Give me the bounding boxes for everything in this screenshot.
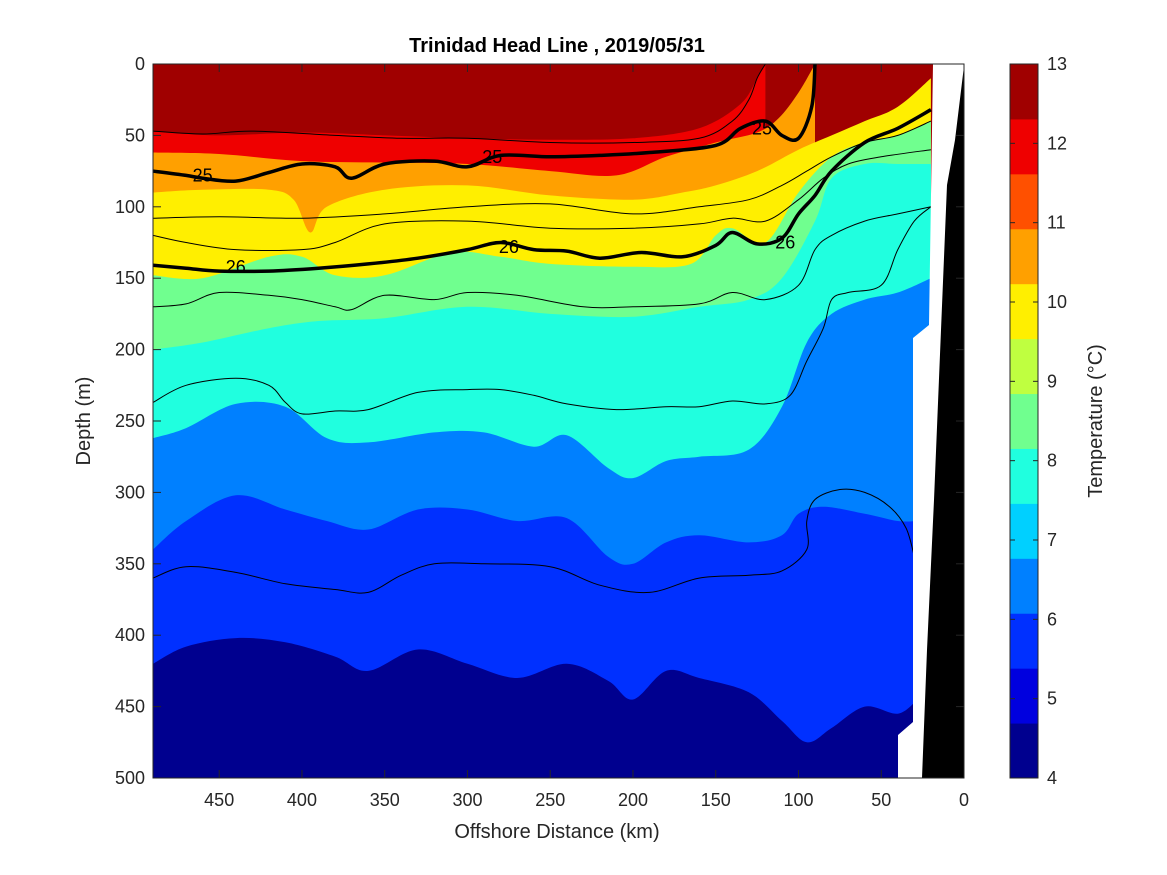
x-tick-label: 150 [701,790,731,810]
y-axis-title: Depth (m) [73,377,95,466]
y-tick-label: 250 [115,411,145,431]
colorbar-tick-label: 11 [1047,213,1066,233]
colorbar-tick-label: 5 [1047,689,1057,709]
colorbar-tick-label: 8 [1047,451,1057,471]
colorbar-swatch [1010,503,1038,559]
x-axis-title: Offshore Distance (km) [454,821,659,843]
density-contour-thin-6 [153,206,932,415]
density-contour-26 [153,108,932,274]
y-tick-label: 300 [115,482,145,502]
contour-label-25: 25 [193,165,213,185]
contour-label-25: 25 [752,118,772,138]
colorbar-tick-label: 10 [1047,292,1067,312]
seafloor-shelf [922,66,964,778]
x-tick-label: 100 [783,790,813,810]
density-contour-thin-5 [153,206,932,311]
colorbar-tick-label: 6 [1047,609,1057,629]
contour-label-26: 26 [226,257,246,277]
colorbar-swatch [1010,338,1038,395]
x-tick-label: 200 [618,790,648,810]
axis-layer: 450 400 350 300 250 200 150 100 50 00501001502002… [115,54,969,810]
colorbar-swatch [1010,723,1038,779]
colorbar-swatch [1010,64,1038,120]
y-tick-label: 150 [115,268,145,288]
colorbar-swatch [1010,558,1038,614]
y-tick-label: 350 [115,554,145,574]
colorbar-tick-label: 12 [1047,133,1067,153]
x-tick-label: 50 [871,790,891,810]
colorbar-tick-label: 4 [1047,768,1057,788]
x-tick-label: 400 [287,790,317,810]
density-contour-thin-4 [153,149,931,251]
temperature-band-4.5 [153,675,369,778]
colorbar-swatch [1010,613,1038,669]
chart-title: Trinidad Head Line , 2019/05/31 [409,35,705,57]
colorbar-swatch [1010,173,1038,230]
density-contour-layer [153,64,932,594]
y-tick-label: 50 [125,125,145,145]
contour-label-layer: 25 25 25 26 26 26 [193,118,796,277]
x-tick-label: 450 [204,790,234,810]
y-tick-label: 450 [115,697,145,717]
x-tick-label: 300 [452,790,482,810]
density-contour-thin-3 [153,120,932,219]
temperature-fill-layer [153,64,964,778]
coastline-layer [898,64,964,778]
colorbar: 4 5 6 7 8 9 10 11 12 13 [1009,54,1067,788]
x-tick-label: 0 [959,790,969,810]
y-tick-label: 200 [115,340,145,360]
colorbar-title: Temperature (°C) [1085,344,1107,498]
colorbar-swatch [1010,448,1038,504]
colorbar-swatch [1010,393,1038,449]
contour-label-26: 26 [499,237,519,257]
colorbar-swatch [1010,668,1038,724]
colorbar-swatch [1010,283,1038,340]
x-tick-label: 250 [535,790,565,810]
contour-label-26: 26 [775,233,795,253]
x-tick-label: 350 [370,790,400,810]
y-tick-label: 400 [115,625,145,645]
colorbar-swatch [1010,228,1038,285]
y-tick-label: 500 [115,768,145,788]
colorbar-frame [1009,63,1039,779]
contour-label-25: 25 [482,147,502,167]
colorbar-tick-label: 7 [1047,530,1057,550]
density-contour-25 [153,64,817,184]
colorbar-swatch [1010,118,1038,175]
y-tick-label: 100 [115,197,145,217]
density-contour-thin-7 [153,488,915,594]
plot-area: 25 25 25 26 26 26 [153,64,964,778]
density-contour-thin-2 [153,64,766,144]
y-tick-label: 0 [135,54,145,74]
colorbar-tick-label: 13 [1047,54,1067,74]
colorbar-tick-label: 9 [1047,371,1057,391]
